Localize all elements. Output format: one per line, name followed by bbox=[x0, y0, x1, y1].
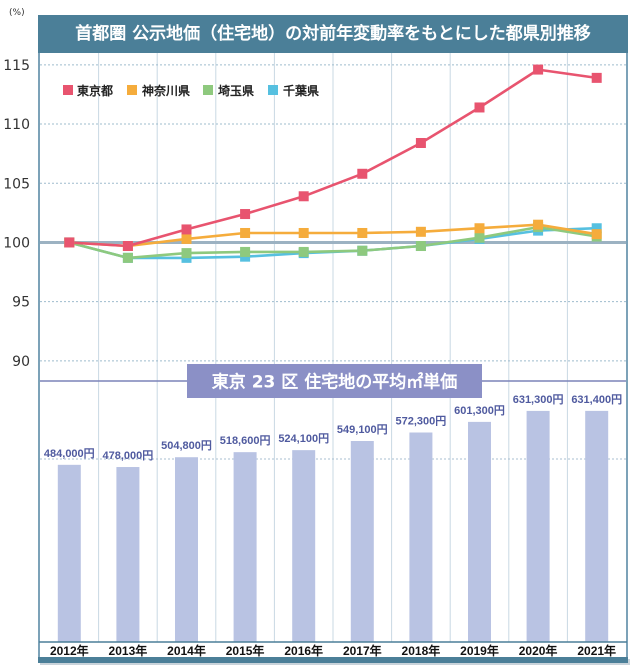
legend-item-kanagawa: 神奈川県 bbox=[127, 83, 190, 98]
bar-series: 484,000円 478,000円 504,800円 518,600円 524,100円… bbox=[44, 393, 622, 642]
marker-kanagawa bbox=[298, 227, 309, 238]
marker-kanagawa bbox=[415, 226, 426, 237]
bar bbox=[116, 467, 140, 642]
marker-saitama bbox=[240, 246, 251, 257]
bar bbox=[292, 450, 316, 642]
legend-label-chiba: 千葉県 bbox=[283, 83, 319, 98]
marker-tokyo bbox=[533, 64, 544, 75]
bar-value-label: 631,300円 bbox=[513, 393, 564, 406]
legend-swatch-chiba bbox=[268, 85, 278, 95]
y-tick-label: 90 bbox=[12, 354, 30, 370]
marker-tokyo bbox=[240, 209, 251, 220]
marker-kanagawa bbox=[181, 233, 192, 244]
x-tick-label: 2019年 bbox=[460, 643, 499, 658]
marker-tokyo bbox=[298, 191, 309, 202]
bar bbox=[409, 432, 433, 642]
y-tick-label: 115 bbox=[3, 58, 30, 74]
x-tick-label: 2021年 bbox=[577, 643, 616, 658]
legend-label-tokyo: 東京都 bbox=[77, 83, 113, 98]
y-tick-label: 105 bbox=[3, 176, 30, 192]
legend-swatch-tokyo bbox=[63, 85, 73, 95]
line-tokyo bbox=[69, 68, 597, 248]
marker-saitama bbox=[181, 248, 192, 259]
bar bbox=[350, 440, 374, 642]
frame-bottom-band bbox=[38, 657, 628, 663]
bar-chart-title-box: 東京 23 区 住宅地の平均㎡単価 bbox=[187, 364, 482, 398]
bar-value-label: 518,600円 bbox=[220, 434, 271, 447]
bar-value-label: 478,000円 bbox=[103, 449, 154, 462]
marker-tokyo bbox=[122, 241, 133, 252]
chart-title: 首都圏 公示地価（住宅地）の対前年変動率をもとにした都県別推移 bbox=[38, 15, 628, 53]
marker-kanagawa bbox=[474, 223, 485, 234]
marker-tokyo bbox=[357, 168, 368, 179]
bar bbox=[175, 457, 198, 642]
line-series bbox=[64, 64, 602, 263]
y-axis-ticks: 90 95 100 105 110 115 bbox=[3, 58, 30, 370]
legend-item-chiba: 千葉県 bbox=[268, 83, 319, 98]
x-tick-label: 2014年 bbox=[167, 643, 206, 658]
legend-swatch-kanagawa bbox=[127, 85, 137, 95]
x-tick-label: 2013年 bbox=[109, 643, 148, 658]
y-axis-unit-label: (%) bbox=[9, 8, 25, 18]
x-tick-label: 2015年 bbox=[226, 643, 265, 658]
bar-value-label: 524,100円 bbox=[278, 432, 329, 445]
bar-value-label: 601,300円 bbox=[454, 404, 505, 417]
bar bbox=[57, 464, 81, 642]
marker-tokyo bbox=[64, 237, 75, 248]
bar-chart-title: 東京 23 区 住宅地の平均㎡単価 bbox=[212, 372, 457, 393]
bar-value-label: 631,400円 bbox=[571, 393, 622, 406]
x-tick-label: 2018年 bbox=[402, 643, 441, 658]
marker-kanagawa bbox=[240, 227, 251, 238]
y-tick-label: 100 bbox=[3, 235, 30, 251]
x-tick-label: 2017年 bbox=[343, 643, 382, 658]
bar bbox=[526, 410, 550, 642]
line-kanagawa bbox=[69, 223, 597, 248]
marker-saitama bbox=[474, 232, 485, 243]
bar bbox=[233, 452, 257, 642]
bar-value-label: 504,800円 bbox=[161, 439, 212, 452]
marker-kanagawa bbox=[591, 229, 602, 240]
marker-tokyo bbox=[474, 102, 485, 113]
marker-chiba bbox=[591, 223, 602, 234]
legend: 東京都 神奈川県 埼玉県 千葉県 bbox=[63, 83, 319, 98]
legend-swatch-saitama bbox=[203, 85, 213, 95]
bar-value-label: 549,100円 bbox=[337, 423, 388, 436]
bar-value-label: 572,300円 bbox=[396, 415, 447, 428]
bar bbox=[585, 410, 609, 642]
marker-tokyo bbox=[181, 224, 192, 235]
marker-kanagawa bbox=[357, 227, 368, 238]
x-tick-label: 2020年 bbox=[519, 643, 558, 658]
marker-saitama bbox=[298, 246, 309, 257]
marker-tokyo bbox=[591, 72, 602, 83]
bar-value-label: 484,000円 bbox=[44, 447, 95, 460]
y-tick-label: 95 bbox=[12, 295, 30, 311]
marker-saitama bbox=[357, 245, 368, 256]
x-tick-label: 2012年 bbox=[50, 643, 89, 658]
legend-label-kanagawa: 神奈川県 bbox=[142, 83, 190, 98]
x-tick-label: 2016年 bbox=[284, 643, 323, 658]
legend-item-tokyo: 東京都 bbox=[63, 83, 113, 98]
y-tick-label: 110 bbox=[3, 117, 30, 133]
marker-tokyo bbox=[415, 137, 426, 148]
legend-item-saitama: 埼玉県 bbox=[203, 83, 254, 98]
legend-label-saitama: 埼玉県 bbox=[218, 83, 254, 98]
bar bbox=[468, 421, 491, 642]
marker-saitama bbox=[122, 252, 133, 263]
marker-kanagawa bbox=[533, 219, 544, 230]
bar-chart-title-background bbox=[187, 364, 482, 398]
line-saitama bbox=[68, 225, 597, 260]
marker-saitama bbox=[415, 241, 426, 252]
x-axis-labels: 2012年 2013年 2014年 2015年 2016年 2017年 2018年 2019年… bbox=[50, 643, 616, 658]
